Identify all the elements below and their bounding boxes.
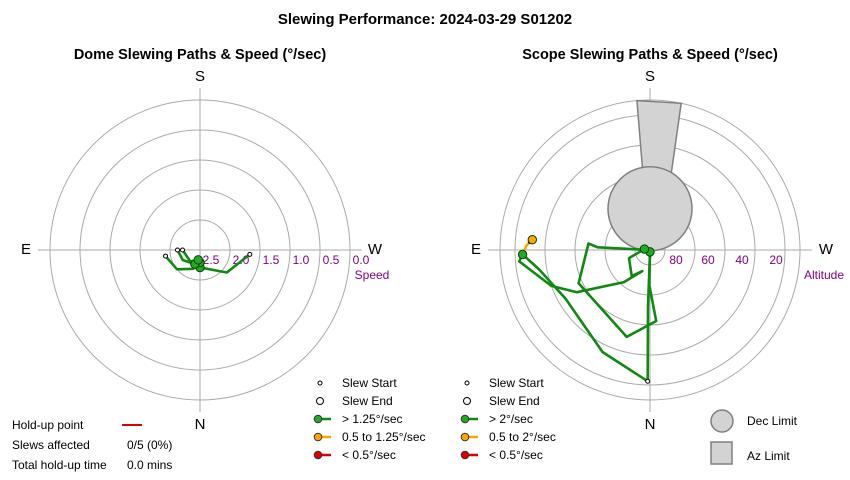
total-hold-up-label: Total hold-up time	[12, 458, 107, 472]
dome-slew-path	[199, 253, 251, 274]
scope-compass-south: S	[645, 68, 655, 85]
scope-legend-speed-dot-swatch	[460, 414, 470, 424]
scope-slew-path	[521, 251, 652, 383]
dome-tick-label: 1.0	[293, 253, 310, 267]
dec-limit-label: Dec Limit	[747, 414, 798, 428]
scope-compass-west: W	[819, 241, 834, 258]
dome-tick-label: 2.5	[203, 253, 220, 267]
dome-tick-label: 1.5	[263, 253, 280, 267]
scope-tick-label: 40	[735, 253, 749, 267]
limits-legend: Dec Limit Az Limit	[710, 409, 798, 465]
dome-axis-name: Speed	[355, 268, 390, 282]
dome-legend-label: 0.5 to 1.25°/sec	[342, 430, 426, 444]
scope-legend: Slew Start Slew End > 2°/sec 0.5 to 2°/sec <…	[460, 376, 556, 462]
slews-affected-value: 0/5 (0%)	[127, 438, 172, 452]
dome-tick-label: 0.5	[323, 253, 340, 267]
dome-slew-paths	[163, 247, 253, 274]
dome-legend-label: > 1.25°/sec	[342, 412, 403, 426]
scope-compass-north: N	[645, 416, 656, 433]
dome-legend-speed-dot-swatch	[313, 450, 323, 460]
scope-slew-end-marker	[639, 244, 650, 254]
total-hold-up-value: 0.0 mins	[127, 458, 172, 472]
scope-radial-ticks: 80 60 40 20	[669, 253, 783, 267]
dome-legend-speed-dot-swatch	[313, 414, 323, 424]
page-title: Slewing Performance: 2024-03-29 S01202	[278, 11, 572, 28]
scope-legend-label: < 0.5°/sec	[489, 448, 543, 462]
dome-legend-speed-dot-swatch	[313, 432, 323, 442]
dome-slew-start-marker	[180, 247, 185, 253]
dome-compass-south: S	[195, 68, 205, 85]
dome-slew-start-marker	[175, 247, 180, 253]
scope-axis-name: Altitude	[804, 268, 844, 282]
slews-affected-label: Slews affected	[12, 438, 90, 452]
scope-legend-label: Slew Start	[489, 376, 544, 390]
dome-compass-east: E	[21, 241, 31, 258]
scope-polar-chart: Scope Slewing Paths & Speed (°/sec) S N …	[471, 47, 844, 433]
scope-legend-speed-dot-swatch	[460, 432, 470, 442]
scope-legend-start-swatch	[464, 380, 470, 386]
az-limit-swatch	[710, 441, 733, 465]
dome-polar-chart: Dome Slewing Paths & Speed (°/sec) S N E…	[21, 47, 389, 433]
scope-legend-label: 0.5 to 2°/sec	[489, 430, 556, 444]
scope-slew-end-marker	[517, 249, 528, 260]
dome-compass-west: W	[368, 241, 383, 258]
hold-up-label: Hold-up point	[12, 418, 84, 432]
scope-slew-end-marker	[527, 235, 538, 245]
dome-compass-north: N	[195, 416, 206, 433]
scope-legend-end-swatch	[463, 397, 471, 405]
scope-slew-start-marker	[645, 378, 651, 384]
dome-legend: Slew Start Slew End > 1.25°/sec 0.5 to 1.25…	[313, 376, 426, 462]
scope-tick-label: 60	[701, 253, 715, 267]
scope-legend-speed-dot-swatch	[460, 450, 470, 460]
hold-up-info: Hold-up point Slews affected 0/5 (0%) To…	[12, 418, 172, 472]
dome-chart-title: Dome Slewing Paths & Speed (°/sec)	[74, 47, 327, 63]
scope-tick-label: 20	[769, 253, 783, 267]
dome-slew-end-marker	[193, 255, 203, 265]
dome-grid	[38, 88, 362, 412]
dome-tick-label: 0.0	[353, 253, 370, 267]
dome-legend-label: < 0.5°/sec	[342, 448, 396, 462]
dome-legend-start-swatch	[317, 380, 323, 386]
dome-slew-start-marker	[247, 251, 253, 257]
scope-slew-paths	[517, 235, 658, 384]
scope-slew-path	[517, 247, 646, 294]
az-limit-label: Az Limit	[747, 449, 790, 463]
scope-compass-east: E	[471, 241, 481, 258]
dome-legend-label: Slew Start	[342, 376, 397, 390]
scope-chart-title: Scope Slewing Paths & Speed (°/sec)	[522, 47, 778, 63]
dome-slew-start-marker	[163, 253, 169, 259]
scope-tick-label: 80	[669, 253, 683, 267]
dec-limit-region	[607, 166, 693, 252]
dec-limit-swatch	[710, 409, 734, 433]
scope-limits	[607, 99, 693, 252]
scope-legend-label: Slew End	[489, 394, 540, 408]
dome-legend-end-swatch	[316, 397, 324, 405]
dome-radial-ticks: 2.5 2.0 1.5 1.0 0.5 0.0	[203, 253, 370, 267]
dome-legend-label: Slew End	[342, 394, 393, 408]
scope-legend-label: > 2°/sec	[489, 412, 533, 426]
